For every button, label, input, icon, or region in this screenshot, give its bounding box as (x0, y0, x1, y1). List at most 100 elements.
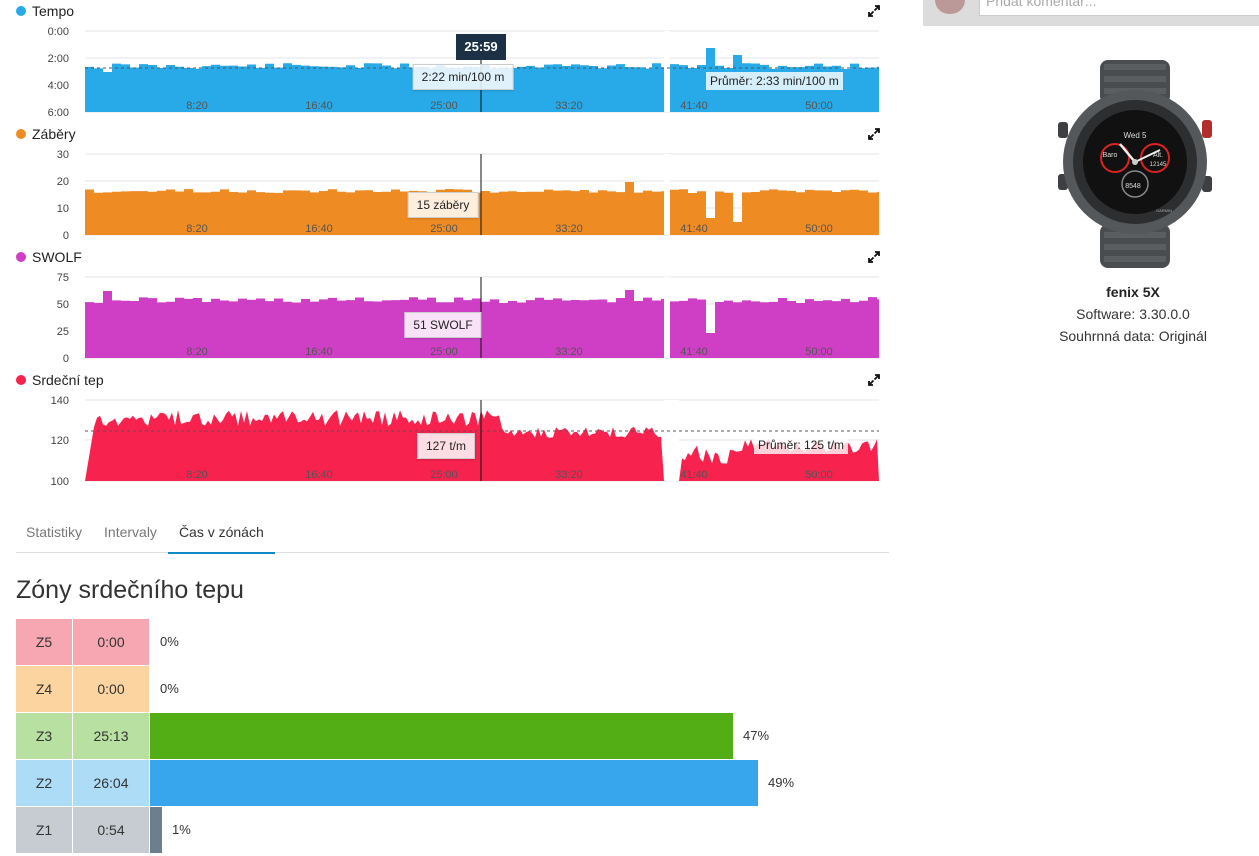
swolf-dot-icon (16, 252, 26, 262)
hr-dot-icon (16, 375, 26, 385)
hr-plot[interactable]: 140 120 100 8:20 16:40 25:00 33:20 41:40 50:00 (0, 369, 890, 488)
series-area (85, 290, 879, 358)
x-tick-label: 33:20 (555, 223, 583, 235)
x-tick-label: 16:40 (305, 346, 333, 358)
tempo-tooltip: 2:22 min/100 m (412, 64, 514, 90)
x-tick-label: 41:40 (680, 469, 708, 481)
zone-row-z1: Z1 0:54 1% (16, 807, 896, 853)
zabery-title: Záběry (16, 126, 76, 142)
x-tick-label: 41:40 (680, 346, 708, 358)
series-area (85, 182, 879, 235)
y-tick-label: 120 (51, 435, 69, 447)
watch-brand: GARMIN (1156, 208, 1172, 213)
swolf-tooltip: 51 SWOLF (404, 312, 482, 338)
hr-chart[interactable]: Srdeční tep 140 120 100 8:20 16:40 25:00 33:20… (0, 369, 890, 488)
zone-name: Z3 (16, 713, 72, 759)
y-tick-label: 0:00 (48, 26, 69, 38)
expand-icon[interactable] (868, 128, 880, 140)
x-tick-label: 50:00 (805, 469, 833, 481)
zone-row-z4: Z4 0:00 0% (16, 666, 896, 712)
zone-time: 0:00 (73, 666, 149, 712)
swolf-chart[interactable]: SWOLF 75 50 25 0 8:20 16:40 25:00 33:20 41:40 50:… (0, 246, 890, 365)
tempo-dot-icon (16, 6, 26, 16)
watch-right-value: 12145 (1150, 162, 1167, 168)
x-tick-label: 25:00 (430, 223, 458, 235)
y-tick-label: 2:00 (48, 53, 69, 65)
x-tick-label: 33:20 (555, 469, 583, 481)
tempo-title: Tempo (16, 3, 74, 19)
data-gap (664, 277, 670, 358)
zone-time: 0:00 (73, 619, 149, 665)
hr-average-label: Průměr: 125 t/m (754, 436, 849, 454)
x-tick-label: 16:40 (305, 100, 333, 112)
zone-name: Z4 (16, 666, 72, 712)
x-tick-label: 8:20 (186, 469, 207, 481)
x-tick-label: 8:20 (186, 100, 207, 112)
y-tick-label: 0 (63, 230, 69, 242)
watch-date: Wed 5 (1124, 131, 1148, 140)
zone-bar (150, 760, 758, 806)
activity-tabs: Statistiky Intervaly Čas v zónách (16, 516, 889, 554)
y-tick-label: 75 (57, 272, 69, 284)
x-tick-label: 41:40 (680, 100, 708, 112)
device-software: Software: 3.30.0.0 (1076, 306, 1190, 322)
zone-bar (150, 713, 733, 759)
zone-percent: 0% (160, 634, 179, 649)
tempo-chart[interactable]: Tempo 0:00 2:00 4:00 6:00 8:20 16:40 25:00 33:2… (0, 0, 890, 119)
x-tick-label: 16:40 (305, 469, 333, 481)
zone-percent: 49% (768, 775, 795, 790)
zone-row-z3: Z3 25:13 47% (16, 713, 896, 759)
data-gap (664, 400, 679, 481)
y-tick-label: 30 (57, 149, 69, 161)
swolf-plot[interactable]: 75 50 25 0 8:20 16:40 25:00 33:20 41:40 50:00 (0, 246, 890, 365)
comment-input[interactable]: Přidat komentář... (979, 0, 1259, 16)
zone-row-z5: Z5 0:00 0% (16, 619, 896, 665)
device-name: fenix 5X (1106, 284, 1160, 300)
zone-time: 26:04 (73, 760, 149, 806)
device-watch-image: Wed 5 Baro Alt. 12145 8548 GARMIN (1058, 60, 1212, 268)
comment-bar: Přidat komentář... (923, 0, 1259, 26)
x-tick-label: 16:40 (305, 223, 333, 235)
zone-time: 25:13 (73, 713, 149, 759)
tab-statistiky[interactable]: Statistiky (26, 524, 83, 540)
x-tick-label: 25:00 (430, 100, 458, 112)
x-tick-label: 25:00 (430, 469, 458, 481)
data-gap (664, 31, 670, 112)
x-tick-label: 25:00 (430, 346, 458, 358)
zabery-dot-icon (16, 129, 26, 139)
x-tick-label: 33:20 (555, 100, 583, 112)
hr-title: Srdeční tep (16, 372, 104, 388)
y-tick-label: 6:00 (48, 107, 69, 119)
x-tick-label: 8:20 (186, 346, 207, 358)
x-tick-label: 33:20 (555, 346, 583, 358)
y-tick-label: 20 (57, 176, 69, 188)
zone-percent: 0% (160, 681, 179, 696)
zone-percent: 1% (172, 822, 191, 837)
tempo-average-label: Průměr: 2:33 min/100 m (706, 72, 843, 90)
zone-time: 0:54 (73, 807, 149, 853)
zabery-plot[interactable]: 30 20 10 0 8:20 16:40 25:00 33:20 41:40 50:00 (0, 123, 890, 242)
x-tick-label: 41:40 (680, 223, 708, 235)
hr-tooltip: 127 t/m (416, 433, 476, 459)
device-summary-data: Souhrnná data: Originál (1059, 328, 1207, 344)
expand-icon[interactable] (868, 251, 880, 263)
tab-cas-v-zonach[interactable]: Čas v zónách (167, 516, 275, 554)
y-tick-label: 100 (51, 476, 69, 488)
zone-name: Z5 (16, 619, 72, 665)
tab-intervaly[interactable]: Intervaly (104, 524, 157, 540)
zone-name: Z2 (16, 760, 72, 806)
watch-right-label: Alt. (1153, 152, 1163, 159)
x-tick-label: 50:00 (805, 346, 833, 358)
avatar (935, 0, 965, 14)
expand-icon[interactable] (868, 374, 880, 386)
zones-title: Zóny srdečního tepu (16, 576, 244, 604)
watch-bottom-value: 8548 (1125, 183, 1141, 190)
y-tick-label: 10 (57, 203, 69, 215)
series-area (85, 410, 879, 481)
zone-percent: 47% (743, 728, 770, 743)
y-tick-label: 25 (57, 326, 69, 338)
data-gap (664, 154, 670, 235)
expand-icon[interactable] (868, 5, 880, 17)
tempo-plot[interactable]: 0:00 2:00 4:00 6:00 8:20 16:40 25:00 33:20 41:40… (0, 0, 890, 119)
zabery-chart[interactable]: Záběry 30 20 10 0 8:20 16:40 25:00 33:20 41:40 50… (0, 123, 890, 242)
